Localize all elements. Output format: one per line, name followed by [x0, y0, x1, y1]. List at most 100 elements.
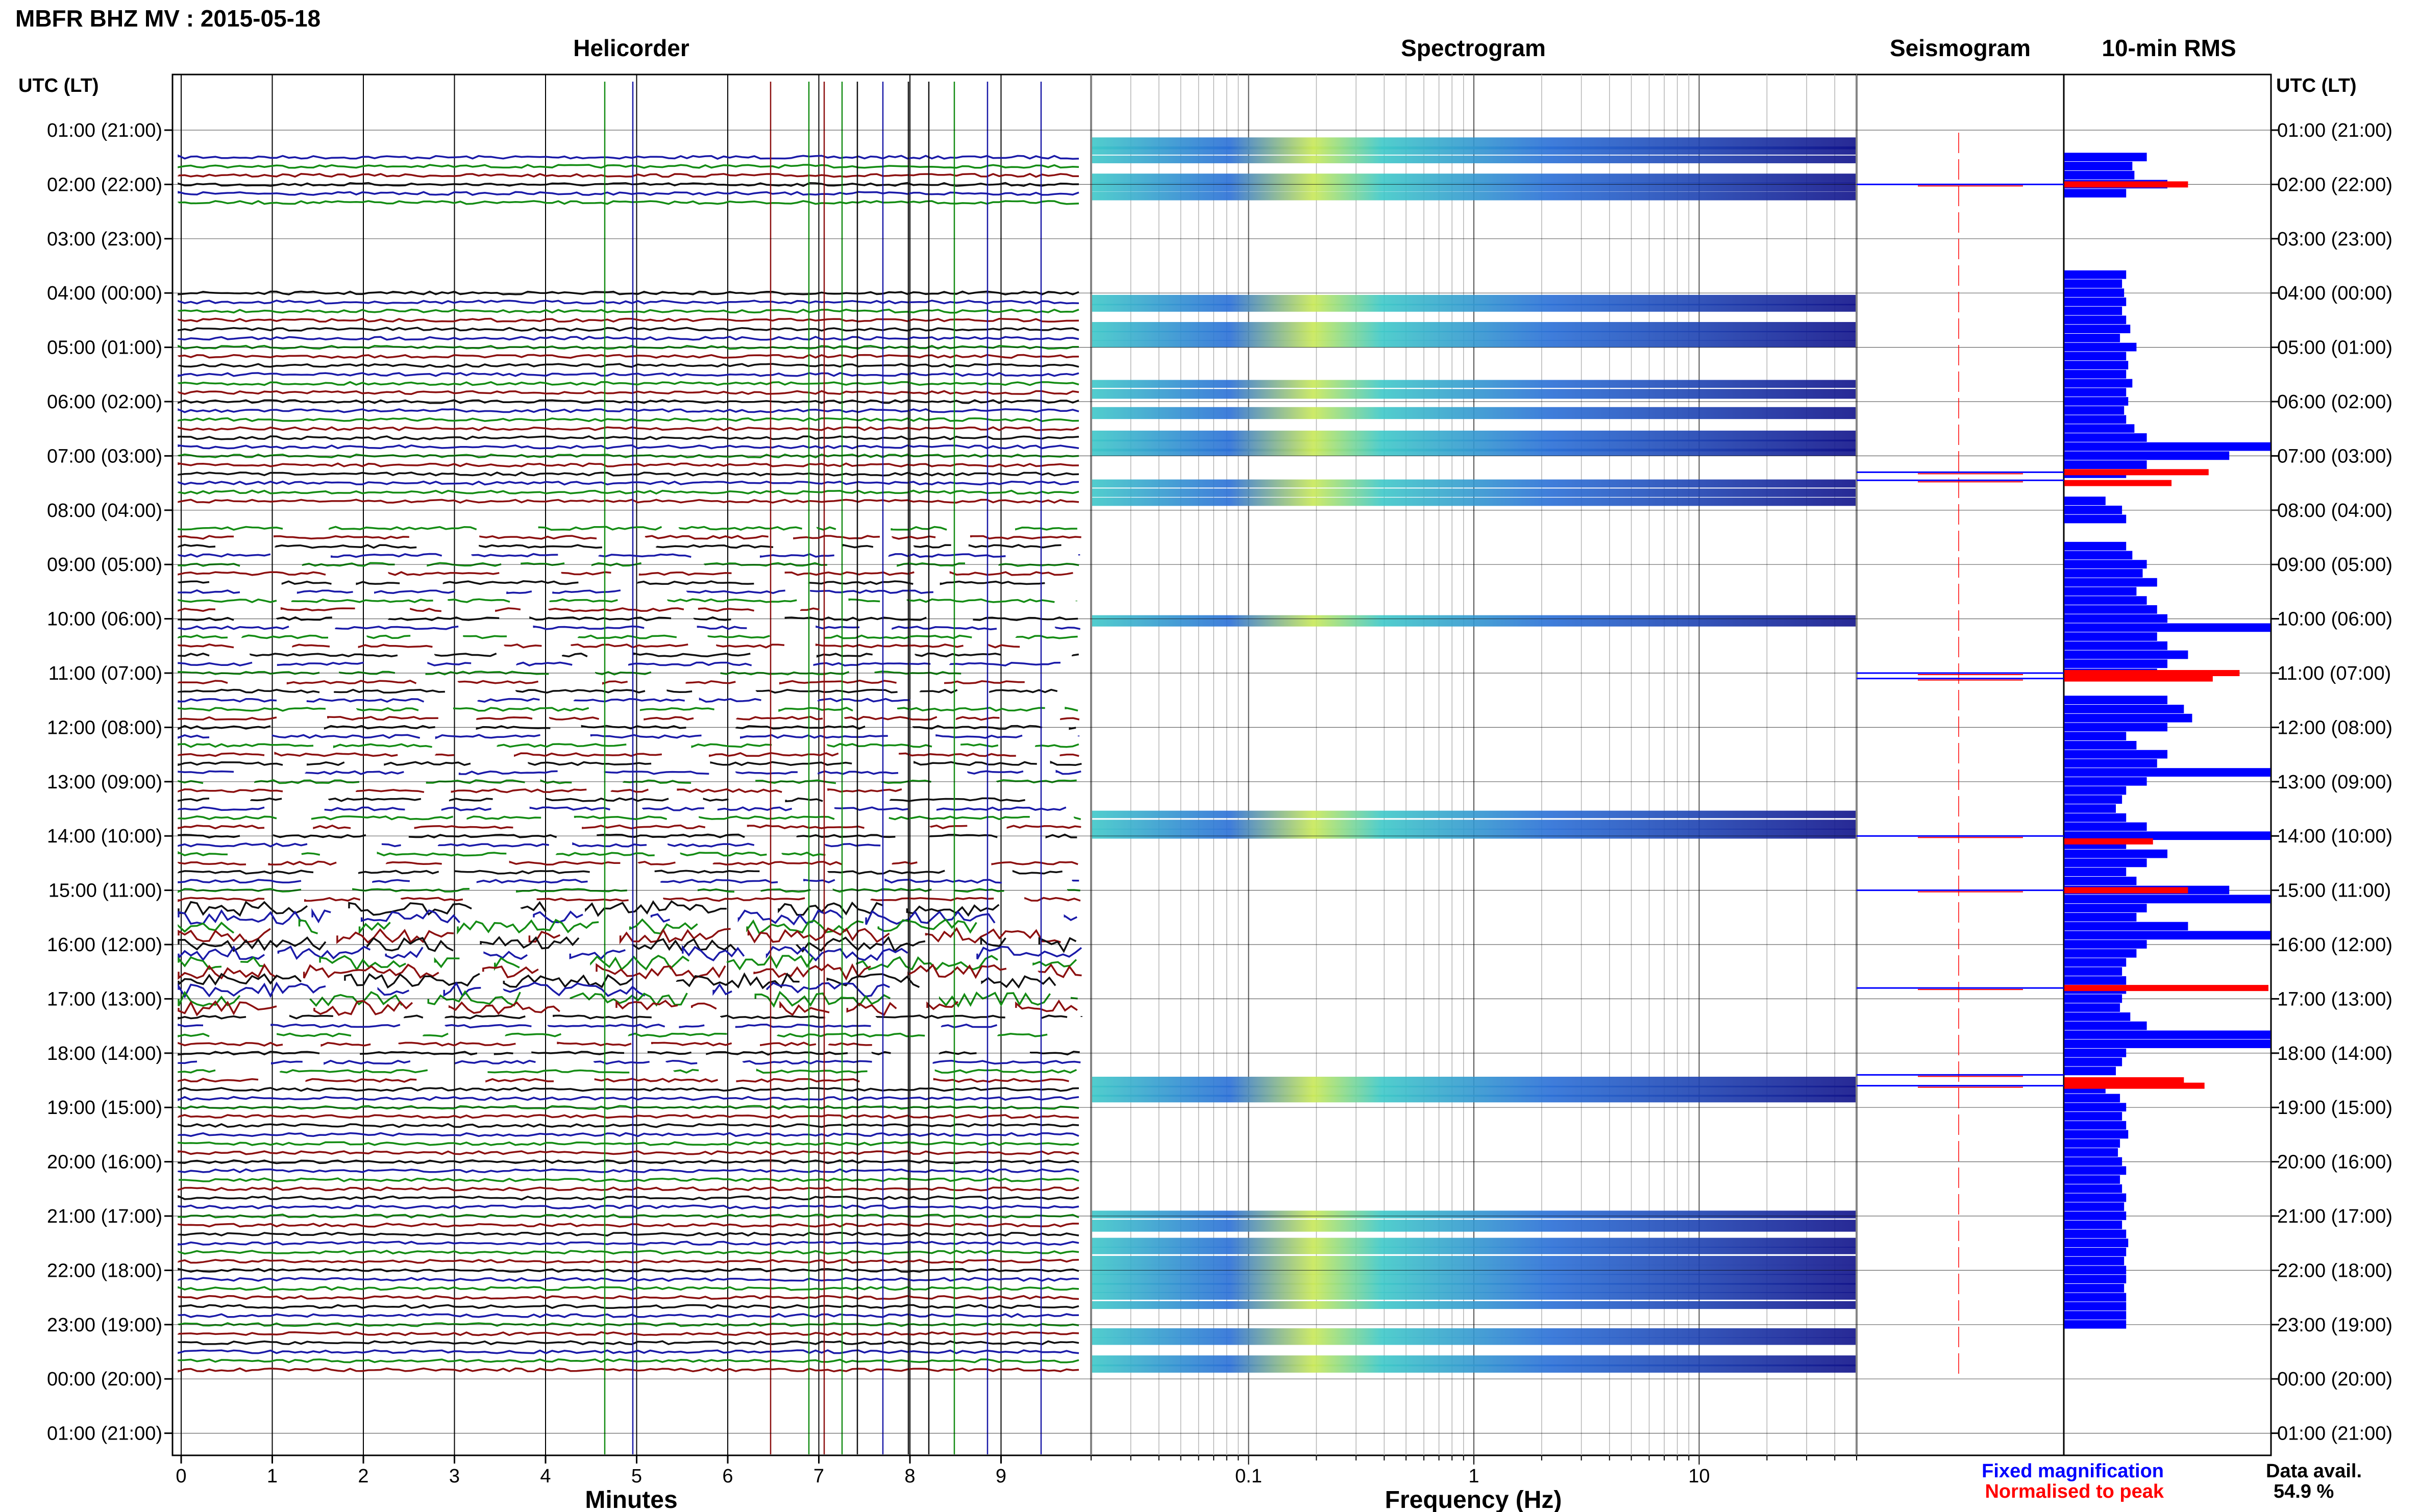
helicorder-trace — [271, 1060, 303, 1065]
helicorder-trace — [292, 643, 330, 648]
spectrogram-row — [1092, 322, 1856, 333]
time-tick-left: 04:00 (00:00) — [47, 283, 162, 304]
helicorder-trace — [178, 1340, 1079, 1346]
helicorder-trace — [778, 901, 883, 916]
helicorder-trace — [377, 987, 410, 996]
time-tick-left: 14:00 (10:00) — [47, 826, 162, 847]
rms-fixed-bar — [2064, 623, 2270, 632]
helicorder-trace — [1050, 760, 1082, 766]
spectrogram-row — [1092, 1364, 1856, 1373]
helicorder-trace — [598, 553, 692, 558]
helicorder-trace — [779, 679, 897, 685]
helicorder-trace — [358, 643, 433, 649]
helicorder-trace — [1060, 717, 1080, 721]
helicorder-trace — [178, 571, 326, 576]
helicorder-trace — [636, 580, 754, 585]
helicorder-trace — [573, 698, 685, 703]
rms-fixed-bar — [2064, 569, 2143, 578]
spectrogram-row — [1092, 1355, 1856, 1367]
helicorder-trace — [935, 734, 1023, 739]
helicorder-trace — [536, 897, 629, 902]
helicorder-trace — [178, 608, 216, 612]
helicorder-trace — [277, 1032, 352, 1037]
helicorder-trace — [759, 553, 834, 558]
helicorder-trace — [178, 743, 314, 748]
helicorder-trace — [1015, 999, 1078, 1012]
helicorder-trace — [304, 897, 361, 902]
helicorder-trace — [328, 797, 422, 802]
minute-tick-label: 3 — [449, 1466, 460, 1487]
helicorder-trace — [270, 1023, 401, 1028]
helicorder-trace — [401, 897, 463, 902]
helicorder-trace — [803, 879, 835, 883]
helicorder-trace — [663, 897, 805, 902]
time-tick-right: 21:00 (17:00) — [2277, 1206, 2392, 1227]
helicorder-trace — [884, 878, 1002, 884]
helicorder-trace — [178, 471, 1079, 477]
helicorder-trace — [178, 1231, 1079, 1237]
helicorder-trace — [305, 770, 404, 775]
helicorder-trace — [619, 928, 731, 945]
data-avail-label: Data avail. — [2266, 1460, 2362, 1482]
helicorder-trace — [388, 571, 500, 576]
minute-tick-label: 2 — [358, 1466, 368, 1487]
helicorder-trace — [817, 698, 910, 703]
helicorder-trace — [333, 743, 432, 749]
spectrogram-row — [1092, 1292, 1856, 1300]
time-tick-right: 01:00 (21:00) — [2277, 120, 2392, 141]
helicorder-trace — [178, 480, 1079, 486]
helicorder-trace — [594, 1078, 718, 1083]
helicorder-trace — [297, 589, 353, 594]
helicorder-trace — [178, 1078, 259, 1083]
rms-fixed-bar — [2064, 397, 2129, 406]
helicorder-trace — [991, 861, 1078, 865]
helicorder-trace — [178, 336, 1079, 341]
helicorder-trace — [504, 643, 542, 649]
helicorder-trace — [178, 945, 265, 961]
helicorder-trace — [178, 1150, 1079, 1155]
helicorder-trace — [810, 589, 933, 594]
helicorder-trace — [178, 1014, 246, 1020]
helicorder-trace — [1054, 626, 1081, 630]
rms-fixed-bar — [2064, 1266, 2127, 1275]
helicorder-trace — [562, 652, 588, 658]
rms-fixed-bar — [2064, 895, 2270, 904]
helicorder-trace — [570, 992, 688, 1007]
helicorder-trace — [760, 1042, 817, 1047]
helicorder-trace — [528, 931, 561, 943]
minute-tick-labels: 0 1 2 3 4 5 6 7 8 9 — [176, 1466, 1006, 1487]
helicorder-trace — [479, 535, 597, 540]
helicorder-trace — [712, 861, 843, 866]
rms-fixed-bar — [2064, 1256, 2125, 1266]
helicorder-trace — [319, 955, 406, 972]
time-tick-right: 12:00 (08:00) — [2277, 717, 2392, 738]
helicorder-trace — [358, 870, 439, 875]
time-tick-left: 21:00 (17:00) — [47, 1206, 162, 1227]
rms-fixed-bar — [2064, 298, 2127, 306]
time-tick-right: 22:00 (18:00) — [2277, 1260, 2392, 1281]
helicorder-trace — [178, 761, 283, 766]
helicorder-trace — [699, 697, 761, 703]
helicorder-trace — [495, 607, 521, 612]
helicorder-trace — [716, 643, 785, 649]
rms-fixed-bar — [2064, 1193, 2127, 1202]
helicorder-trace — [305, 1078, 417, 1083]
helicorder-trace — [311, 908, 331, 924]
helicorder-trace — [178, 707, 326, 712]
time-tick-right: 04:00 (00:00) — [2277, 283, 2392, 304]
helicorder-trace — [1012, 870, 1063, 875]
helicorder-trace — [448, 1001, 560, 1015]
rms-fixed-bar — [2064, 976, 2127, 985]
spectrogram-row — [1092, 488, 1856, 497]
helicorder-trace — [892, 535, 936, 540]
frequency-tick-label: 0.1 — [1235, 1466, 1262, 1487]
rms-fixed-bar — [2064, 541, 2127, 551]
helicorder-trace — [553, 1014, 652, 1020]
helicorder-trace — [178, 154, 1079, 160]
rms-fixed-bar — [2064, 578, 2157, 587]
helicorder-trace — [680, 852, 767, 857]
rms-fixed-bar — [2064, 1039, 2270, 1048]
helicorder-trace — [793, 535, 880, 539]
rms-fixed-bar — [2064, 1238, 2129, 1248]
time-tick-left: 20:00 (16:00) — [47, 1152, 162, 1173]
